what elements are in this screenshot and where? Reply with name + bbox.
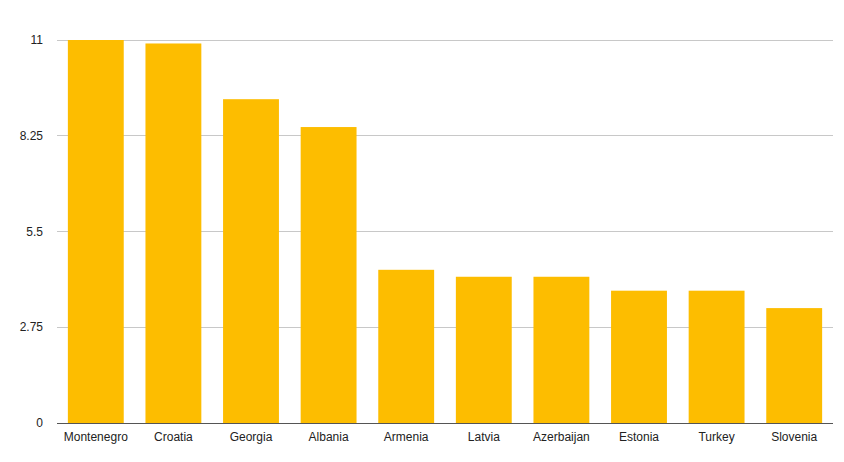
x-tick-label: Azerbaijan: [533, 430, 590, 444]
x-tick-label: Latvia: [468, 430, 500, 444]
grid-line: [57, 40, 833, 41]
bar: [689, 291, 745, 423]
bar: [611, 291, 667, 423]
x-axis-line: [57, 423, 833, 424]
bar: [456, 277, 512, 423]
bar: [533, 277, 589, 423]
bar: [145, 43, 201, 423]
x-tick-label: Estonia: [619, 430, 659, 444]
x-tick-label: Turkey: [698, 430, 734, 444]
y-tick-label: 5.5: [26, 225, 43, 239]
chart-svg: 0 2.75 5.5 8.25 11 Montenegro Croatia Georgia Al…: [0, 0, 844, 462]
bar: [68, 40, 124, 423]
x-tick-label: Armenia: [384, 430, 429, 444]
x-tick-label: Montenegro: [64, 430, 128, 444]
x-tick-label: Albania: [309, 430, 349, 444]
y-tick-label: 11: [31, 33, 44, 47]
x-tick-label: Georgia: [230, 430, 273, 444]
y-tick-label: 8.25: [20, 129, 44, 143]
x-tick-label: Slovenia: [771, 430, 817, 444]
bars: [68, 40, 822, 423]
grid: [57, 40, 833, 423]
bar: [766, 308, 822, 423]
bar: [378, 270, 434, 423]
chart-container: 0 2.75 5.5 8.25 11 Montenegro Croatia Georgia Al…: [0, 0, 844, 462]
grid-line: [57, 423, 833, 424]
bar: [223, 99, 279, 423]
x-tick-label: Croatia: [154, 430, 193, 444]
bar: [301, 127, 357, 423]
y-tick-label: 0: [36, 416, 43, 430]
y-tick-label: 2.75: [20, 320, 44, 334]
